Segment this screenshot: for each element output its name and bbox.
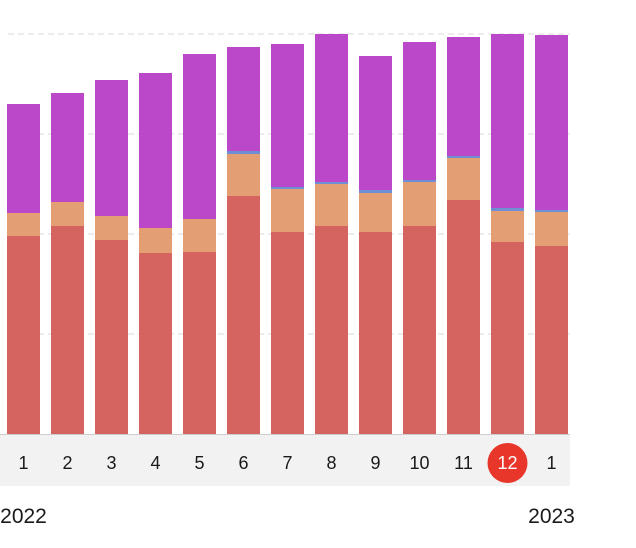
bar-segment-4-8[interactable]: [315, 34, 348, 182]
bar-segment-4-9[interactable]: [359, 56, 392, 190]
bar-segment-3-9[interactable]: [359, 190, 392, 193]
bar-segment-2-2[interactable]: [51, 202, 84, 226]
x-tick-label[interactable]: 2: [62, 453, 72, 473]
x-tick-label[interactable]: 11: [454, 453, 473, 473]
year-labels: 2022 2023: [0, 505, 575, 528]
bar-segment-3-11[interactable]: [447, 156, 480, 158]
bar-segment-1-13[interactable]: [535, 246, 568, 434]
bar-segment-3-7[interactable]: [271, 187, 304, 189]
bar-segment-1-6[interactable]: [227, 196, 260, 434]
bar-segment-4-2[interactable]: [51, 93, 84, 202]
bar-segment-1-8[interactable]: [315, 226, 348, 434]
x-tick-label[interactable]: 5: [194, 453, 204, 473]
bar-segment-2-13[interactable]: [535, 212, 568, 246]
x-tick-label[interactable]: 6: [238, 453, 248, 473]
bar-segment-1-12[interactable]: [491, 242, 524, 434]
bar-segment-4-11[interactable]: [447, 37, 480, 156]
bar-segment-4-13[interactable]: [535, 35, 568, 210]
bar-segment-2-12[interactable]: [491, 211, 524, 242]
x-tick-label[interactable]: 10: [409, 453, 429, 473]
bar-segment-2-8[interactable]: [315, 184, 348, 226]
x-tick-label[interactable]: 1: [18, 453, 28, 473]
bar-segment-3-8[interactable]: [315, 182, 348, 184]
year-label: 2022: [0, 505, 47, 528]
bar-segment-4-12[interactable]: [491, 34, 524, 208]
bar-segment-2-7[interactable]: [271, 189, 304, 232]
x-axis-ticks: 1 2 3 4 5 6 7 8 9 10 11 12 1: [18, 443, 557, 483]
bars-group: [7, 34, 568, 434]
bar-segment-3-6[interactable]: [227, 151, 260, 154]
bar-segment-4-4[interactable]: [139, 73, 172, 228]
bar-segment-2-11[interactable]: [447, 158, 480, 200]
bar-segment-2-1[interactable]: [7, 213, 40, 236]
bar-segment-1-7[interactable]: [271, 232, 304, 434]
bar-segment-4-6[interactable]: [227, 47, 260, 151]
bar-segment-2-3[interactable]: [95, 216, 128, 240]
bar-segment-2-10[interactable]: [403, 182, 436, 226]
x-tick-label[interactable]: 7: [282, 453, 292, 473]
x-tick-label[interactable]: 1: [546, 453, 556, 473]
bar-segment-1-9[interactable]: [359, 232, 392, 434]
bar-segment-4-5[interactable]: [183, 54, 216, 219]
bar-segment-4-3[interactable]: [95, 80, 128, 216]
bar-segment-1-4[interactable]: [139, 253, 172, 434]
x-tick-label[interactable]: 8: [326, 453, 336, 473]
bar-segment-4-10[interactable]: [403, 42, 436, 180]
bar-segment-1-11[interactable]: [447, 200, 480, 434]
x-tick-label[interactable]: 3: [106, 453, 116, 473]
bar-segment-3-10[interactable]: [403, 180, 436, 182]
bar-segment-1-3[interactable]: [95, 240, 128, 434]
bar-segment-1-2[interactable]: [51, 226, 84, 434]
x-tick-label[interactable]: 9: [370, 453, 380, 473]
bar-segment-3-12[interactable]: [491, 208, 524, 211]
year-label: 2023: [528, 505, 575, 528]
bar-segment-2-6[interactable]: [227, 154, 260, 196]
bar-segment-2-9[interactable]: [359, 193, 392, 232]
bar-segment-3-13[interactable]: [535, 210, 568, 212]
bar-segment-4-1[interactable]: [7, 104, 40, 213]
bar-segment-4-7[interactable]: [271, 44, 304, 187]
bar-segment-1-1[interactable]: [7, 236, 40, 434]
bar-segment-2-5[interactable]: [183, 219, 216, 252]
x-tick-label[interactable]: 4: [150, 453, 160, 473]
bar-segment-1-10[interactable]: [403, 226, 436, 434]
x-tick-label[interactable]: 12: [497, 453, 517, 473]
bar-segment-2-4[interactable]: [139, 228, 172, 253]
bar-segment-1-5[interactable]: [183, 252, 216, 434]
x-axis-band: [0, 434, 570, 486]
selected-month-badge[interactable]: [487, 443, 528, 483]
